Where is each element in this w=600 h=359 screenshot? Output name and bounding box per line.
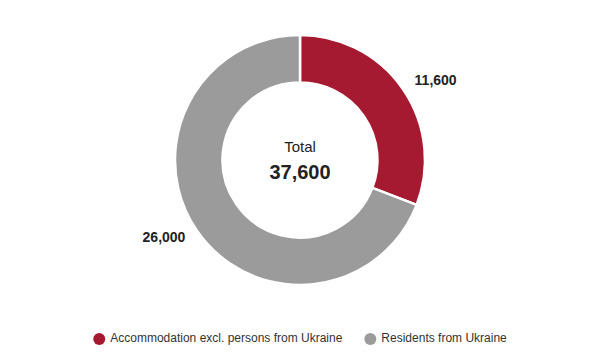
center-text: 37,600 <box>269 161 330 183</box>
legend-item: Residents from Ukraine <box>364 331 507 345</box>
center-text: Total <box>284 138 316 155</box>
legend-marker <box>93 333 105 345</box>
legend-item: Accommodation excl. persons from Ukraine <box>93 331 342 345</box>
legend-label: Accommodation excl. persons from Ukraine <box>110 331 342 345</box>
slices <box>175 35 425 285</box>
slice <box>175 35 417 285</box>
legend-label: Residents from Ukraine <box>381 331 507 345</box>
legend: Accommodation excl. persons from Ukraine… <box>93 331 507 345</box>
labels: 11,600 26,000 Total 37,600 <box>143 72 457 245</box>
legend-marker <box>364 333 376 345</box>
data-label: 26,000 <box>143 229 186 245</box>
data-label: 11,600 <box>415 72 457 88</box>
chart: 11,600 26,000 Total 37,600 Accommodation exc… <box>0 0 600 359</box>
chart-container: 11,600 26,000 Total 37,600 Accommodation exc… <box>0 0 600 359</box>
